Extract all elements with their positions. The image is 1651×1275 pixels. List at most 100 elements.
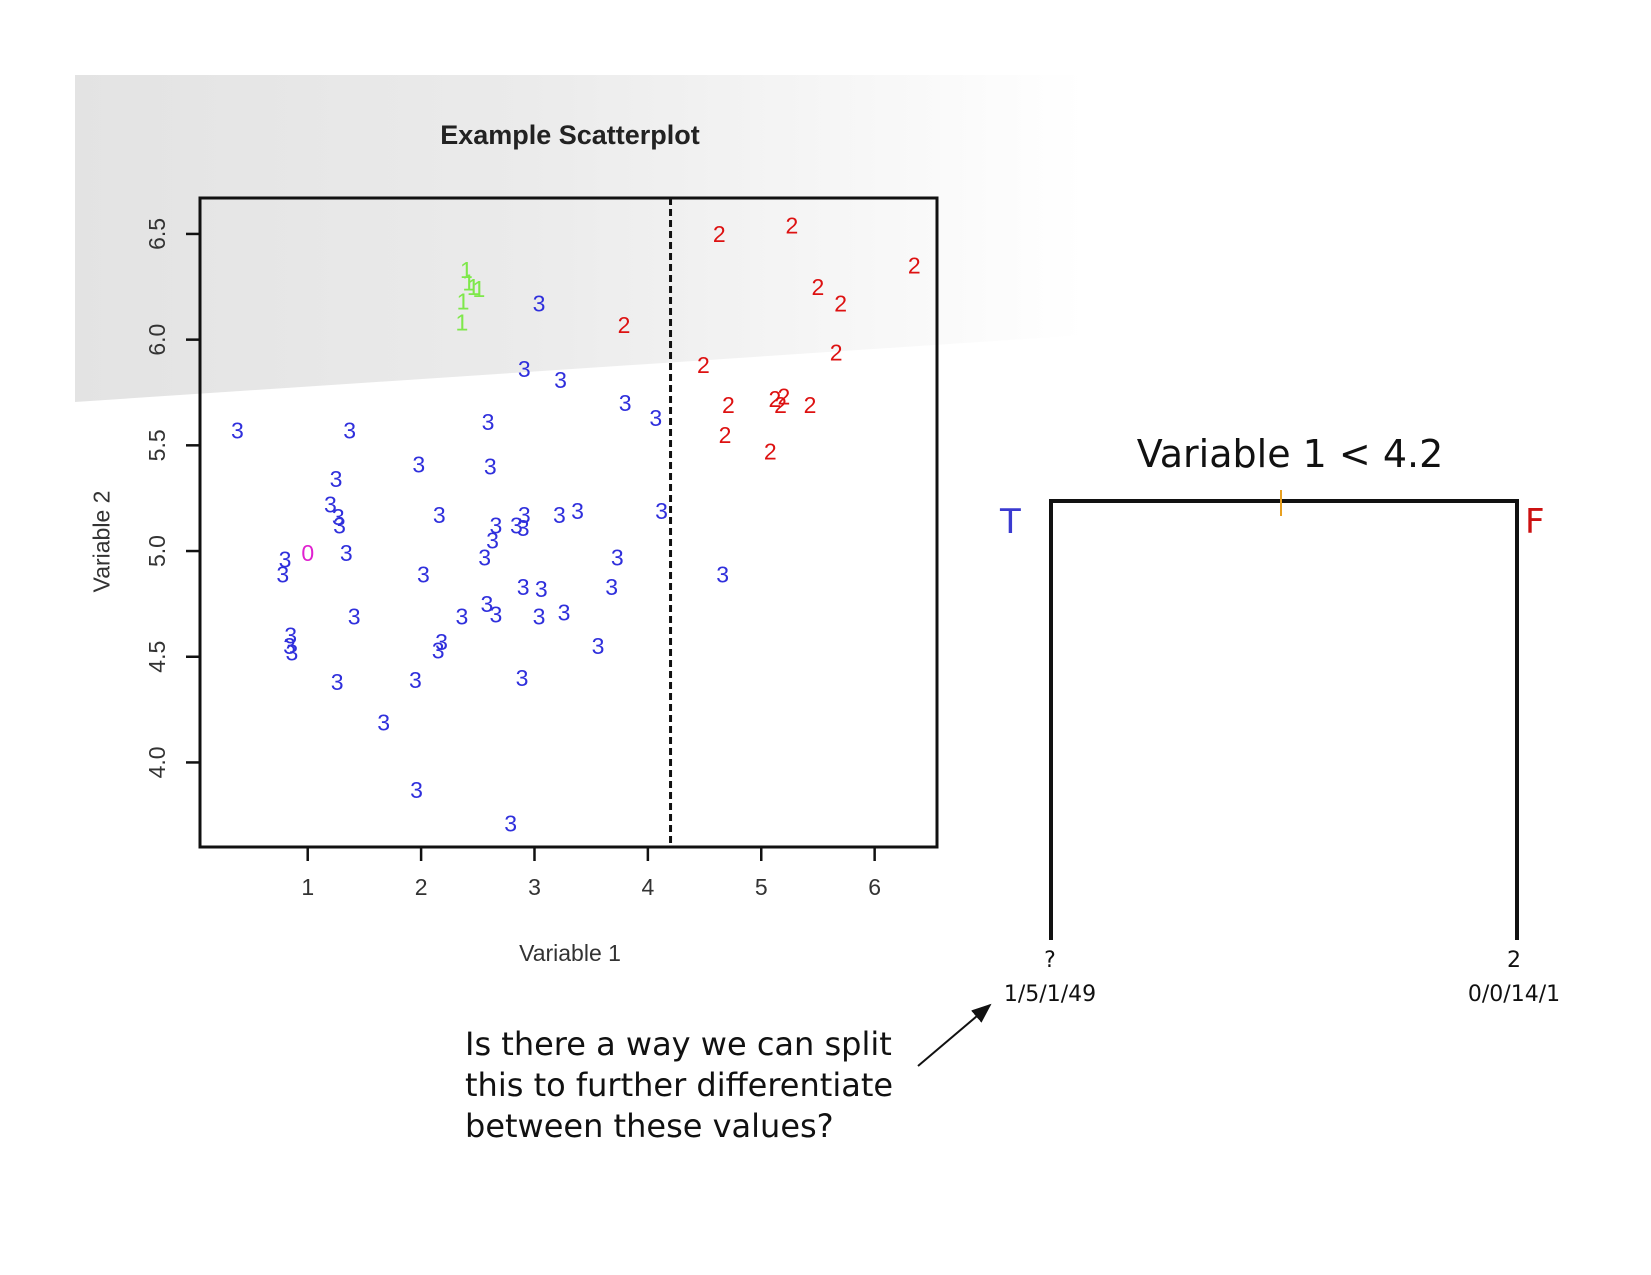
data-point: 1 (462, 270, 475, 296)
tree-left-leaf: ? 1/5/1/49 (970, 944, 1130, 1012)
data-point: 1 (460, 257, 473, 283)
tree-true-label: T (1000, 502, 1021, 542)
data-point: 0 (301, 540, 314, 566)
data-point: 3 (276, 561, 289, 587)
data-point: 2 (908, 253, 921, 279)
data-point: 3 (619, 390, 632, 416)
data-point: 3 (517, 515, 530, 541)
data-point: 3 (410, 777, 423, 803)
data-point: 3 (333, 513, 346, 539)
data-point: 3 (553, 502, 566, 528)
data-point: 3 (412, 451, 425, 477)
data-point: 3 (332, 504, 345, 530)
data-point: 3 (533, 291, 546, 317)
data-point: 3 (285, 640, 298, 666)
data-point: 3 (649, 405, 662, 431)
x-tick-label: 3 (528, 874, 541, 900)
data-point: 3 (456, 604, 469, 630)
data-point: 2 (785, 212, 798, 238)
data-point: 2 (778, 384, 791, 410)
left-leaf-counts: 1/5/1/49 (1003, 982, 1097, 1007)
tree-right-leaf: 2 0/0/14/1 (1434, 944, 1594, 1012)
y-tick-label: 5.0 (144, 535, 170, 567)
data-point: 3 (377, 709, 390, 735)
data-point: 3 (517, 574, 530, 600)
data-point: 3 (340, 540, 353, 566)
data-point: 3 (417, 561, 430, 587)
y-axis-label: Variable 2 (88, 490, 115, 593)
data-point: 2 (812, 274, 825, 300)
data-point: 2 (804, 392, 817, 418)
data-point: 3 (480, 591, 493, 617)
data-point: 2 (713, 221, 726, 247)
data-point: 3 (330, 466, 343, 492)
data-point: 3 (571, 498, 584, 524)
data-point: 3 (433, 502, 446, 528)
data-point: 3 (283, 633, 296, 659)
data-point: 3 (533, 604, 546, 630)
y-tick-label: 4.5 (144, 641, 170, 673)
x-tick-label: 5 (755, 874, 768, 900)
y-tick-label: 6.5 (144, 218, 170, 250)
question-line: Is there a way we can split (465, 1025, 892, 1063)
question-line: between these values? (465, 1107, 834, 1145)
data-point: 3 (504, 811, 517, 837)
plot-frame (198, 196, 939, 849)
data-point: 1 (457, 289, 470, 315)
data-point: 2 (774, 392, 787, 418)
data-point: 2 (722, 392, 735, 418)
y-tick-label: 4.0 (144, 746, 170, 778)
question-text: Is there a way we can split this to furt… (465, 1024, 935, 1147)
data-point: 3 (516, 665, 529, 691)
right-leaf-counts: 0/0/14/1 (1467, 982, 1561, 1007)
data-point: 3 (324, 492, 337, 518)
question-arrow (917, 1003, 992, 1067)
data-point: 3 (478, 544, 491, 570)
data-point: 2 (768, 386, 781, 412)
data-point: 3 (592, 633, 605, 659)
data-point: 3 (716, 561, 729, 587)
data-point: 1 (456, 310, 469, 336)
right-leaf-class: 2 (1507, 948, 1521, 973)
x-tick-label: 6 (868, 874, 881, 900)
data-point: 3 (558, 599, 571, 625)
tree-root-condition: Variable 1 < 4.2 (1136, 432, 1444, 476)
data-point: 2 (719, 422, 732, 448)
x-tick-label: 4 (641, 874, 654, 900)
y-tick-label: 5.5 (144, 429, 170, 461)
data-point: 3 (605, 574, 618, 600)
x-tick-label: 1 (301, 874, 314, 900)
data-point: 3 (490, 513, 503, 539)
data-point: 3 (331, 669, 344, 695)
data-point: 2 (764, 439, 777, 465)
question-line: this to further differentiate (465, 1066, 894, 1104)
chart-title: Example Scatterplot (440, 120, 700, 150)
data-point: 3 (284, 623, 297, 649)
data-point: 3 (484, 453, 497, 479)
data-point: 2 (834, 291, 847, 317)
data-point: 2 (697, 352, 710, 378)
data-point: 3 (518, 502, 531, 528)
data-point: 1 (473, 276, 486, 302)
data-point: 3 (554, 367, 567, 393)
data-point: 3 (279, 546, 292, 572)
data-point: 3 (435, 629, 448, 655)
tree-false-label: F (1525, 502, 1545, 542)
x-axis-label: Variable 1 (519, 940, 621, 966)
data-point: 3 (490, 601, 503, 627)
data-point: 3 (482, 409, 495, 435)
y-tick-label: 6.0 (144, 324, 170, 356)
left-leaf-class: ? (1044, 948, 1056, 973)
data-point: 3 (518, 356, 531, 382)
data-point: 3 (343, 418, 356, 444)
data-point: 1 (467, 274, 480, 300)
data-point: 2 (830, 339, 843, 365)
data-point: 3 (409, 667, 422, 693)
data-point: 3 (655, 498, 668, 524)
data-point: 3 (486, 527, 499, 553)
data-point: 3 (231, 418, 244, 444)
data-point: 3 (510, 513, 523, 539)
x-tick-label: 2 (415, 874, 428, 900)
